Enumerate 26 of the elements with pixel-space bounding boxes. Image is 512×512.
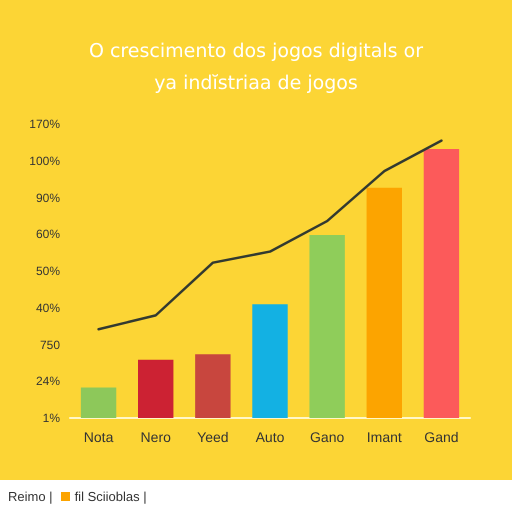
text: 60% bbox=[36, 227, 60, 242]
bar bbox=[309, 234, 345, 418]
text: 40% bbox=[36, 300, 60, 315]
text: 170% bbox=[29, 117, 60, 131]
text: 750 bbox=[40, 338, 60, 352]
bar bbox=[424, 148, 460, 418]
x-tick-label: Auto bbox=[256, 429, 285, 445]
text: Reimo | bbox=[8, 488, 53, 504]
text: 50% bbox=[36, 264, 60, 278]
bar bbox=[366, 188, 402, 418]
text: 100% bbox=[29, 154, 60, 168]
x-tick-label: Nero bbox=[140, 429, 172, 445]
x-tick-label: Gano bbox=[310, 429, 344, 445]
bar bbox=[80, 387, 116, 418]
bar bbox=[138, 360, 174, 418]
text: 1% bbox=[42, 411, 60, 425]
bar bbox=[252, 304, 288, 418]
x-tick-label: Gand bbox=[424, 429, 459, 445]
x-tick-label: Yeed bbox=[197, 429, 229, 445]
x-tick-label: Imant bbox=[366, 429, 402, 445]
text: 90% bbox=[36, 190, 60, 204]
text: fil Sciioblas | bbox=[74, 488, 147, 504]
text: 24% bbox=[36, 374, 60, 388]
bar bbox=[195, 354, 231, 418]
x-tick-label: Nota bbox=[84, 429, 114, 445]
chart-title: O crescimento dos jogos digitals or ya indĭstriaa de jogos bbox=[88, 40, 424, 94]
